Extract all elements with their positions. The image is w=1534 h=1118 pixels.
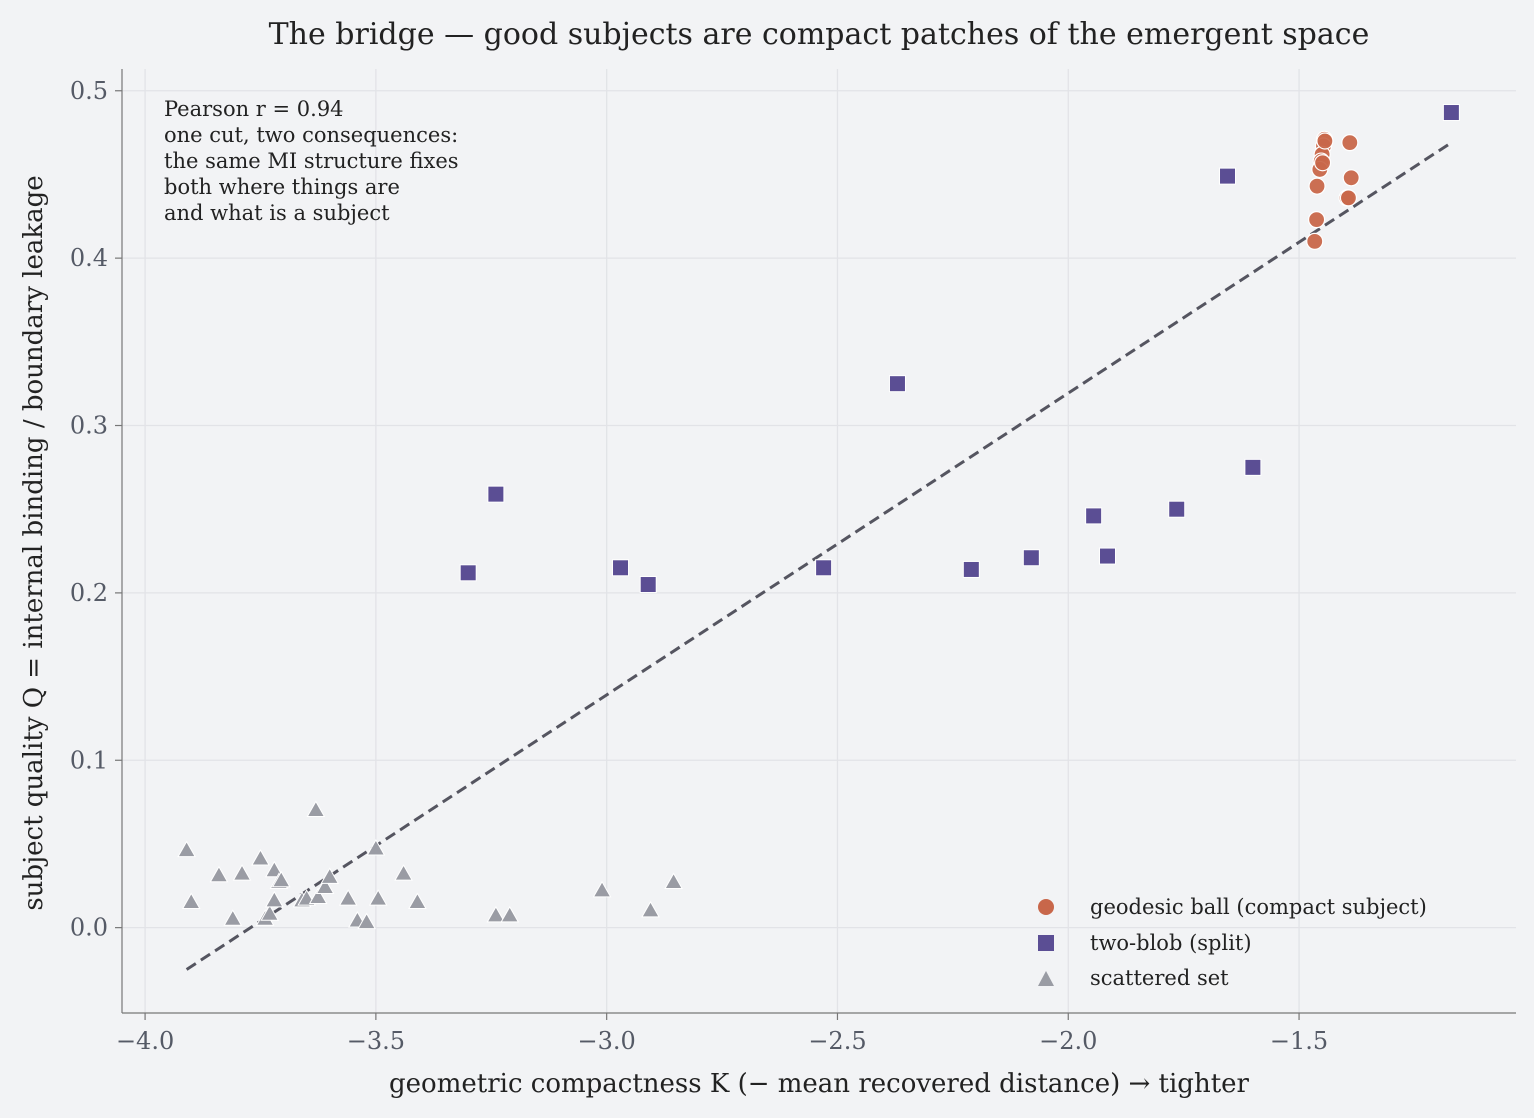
x-tick-label: −3.5: [347, 1027, 405, 1055]
annotation-line: one cut, two consequences:: [164, 123, 458, 147]
data-point-two-blob: [487, 485, 505, 503]
data-point-scattered: [232, 864, 252, 881]
data-point-geodesic-ball: [1306, 232, 1324, 250]
data-point-scattered: [357, 912, 377, 930]
x-tick-label: −2.0: [1039, 1027, 1097, 1055]
x-tick-label: −2.5: [808, 1027, 866, 1055]
data-points: [177, 104, 1460, 930]
data-point-two-blob: [962, 560, 980, 578]
y-tick-label: 0.2: [70, 579, 108, 607]
data-point-geodesic-ball: [1339, 189, 1358, 207]
annotation-line: both where things are: [164, 175, 400, 199]
chart-title: The bridge — good subjects are compact p…: [269, 17, 1370, 52]
data-point-scattered: [264, 860, 284, 878]
legend-label: geodesic ball (compact subject): [1090, 895, 1427, 919]
data-point-two-blob: [1442, 104, 1460, 122]
data-point-scattered: [500, 905, 520, 923]
x-axis-label: geometric compactness K (− mean recovere…: [389, 1069, 1250, 1099]
x-tick-label: −1.5: [1270, 1027, 1328, 1055]
x-tick-label: −4.0: [116, 1027, 174, 1055]
data-point-scattered: [181, 892, 201, 910]
data-point-scattered: [368, 889, 388, 906]
data-point-scattered: [177, 840, 196, 858]
annotation-line: the same MI structure fixes: [164, 149, 459, 173]
y-tick-label: 0.1: [70, 746, 108, 774]
data-point-two-blob: [612, 559, 630, 577]
data-point-two-blob: [1219, 167, 1237, 185]
fit-line: [185, 141, 1453, 971]
legend-marker-circle: [1038, 899, 1054, 915]
data-point-geodesic-ball: [1342, 169, 1360, 187]
data-point-scattered: [260, 904, 280, 921]
data-point-scattered: [271, 870, 291, 888]
data-point-two-blob: [1098, 547, 1116, 565]
data-point-scattered: [592, 880, 612, 898]
y-tick-label: 0.3: [70, 412, 108, 440]
y-tick-label: 0.4: [70, 244, 108, 272]
x-tick-label: −3.0: [578, 1027, 636, 1055]
data-point-two-blob: [888, 375, 906, 393]
annotation-line: Pearson r = 0.94: [164, 97, 344, 121]
data-point-scattered: [209, 865, 229, 883]
legend-label: scattered set: [1090, 966, 1229, 990]
data-point-two-blob: [639, 576, 657, 594]
legend: geodesic ball (compact subject) two-blob…: [1038, 895, 1427, 990]
data-point-scattered: [308, 887, 328, 905]
data-point-two-blob: [459, 564, 477, 582]
data-point-scattered: [320, 867, 340, 884]
annotation-line: and what is a subject: [164, 201, 390, 225]
data-point-two-blob: [815, 559, 833, 577]
data-point-scattered: [315, 877, 335, 894]
data-point-scattered: [366, 838, 386, 856]
y-axis-label: subject quality Q = internal binding / b…: [19, 175, 49, 910]
data-point-two-blob: [1244, 458, 1262, 476]
data-point-two-blob: [1085, 507, 1103, 525]
data-point-scattered: [251, 848, 270, 866]
data-point-scattered: [408, 892, 427, 910]
y-tick-label: 0.0: [70, 914, 108, 942]
data-point-scattered: [394, 864, 413, 881]
y-tick-label: 0.5: [70, 77, 108, 105]
data-point-scattered: [264, 890, 284, 908]
data-point-scattered: [641, 900, 660, 918]
data-point-scattered: [223, 909, 243, 926]
data-point-two-blob: [1022, 549, 1040, 567]
data-point-geodesic-ball: [1316, 132, 1334, 150]
legend-marker-triangle: [1038, 971, 1054, 986]
data-point-geodesic-ball: [1308, 177, 1326, 195]
grid: [122, 69, 1516, 1013]
data-point-two-blob: [1168, 500, 1186, 518]
data-point-scattered: [338, 889, 358, 906]
data-point-geodesic-ball: [1307, 211, 1326, 229]
data-point-scattered: [306, 800, 326, 817]
data-point-geodesic-ball: [1313, 154, 1332, 172]
data-point-scattered: [486, 905, 506, 923]
ticks: −4.0 −3.5 −3.0 −2.5 −2.0 −1.5 0.0 0.1 0.2 0.3 0.4 0…: [70, 77, 1328, 1055]
legend-marker-square: [1038, 935, 1054, 951]
data-point-geodesic-ball: [1341, 134, 1359, 152]
data-point-scattered: [664, 872, 683, 889]
plot-area: [122, 69, 1516, 1013]
annotation-box: Pearson r = 0.94 one cut, two consequenc…: [164, 97, 459, 225]
legend-label: two-blob (split): [1090, 931, 1252, 955]
fit-line-group: [185, 141, 1453, 971]
